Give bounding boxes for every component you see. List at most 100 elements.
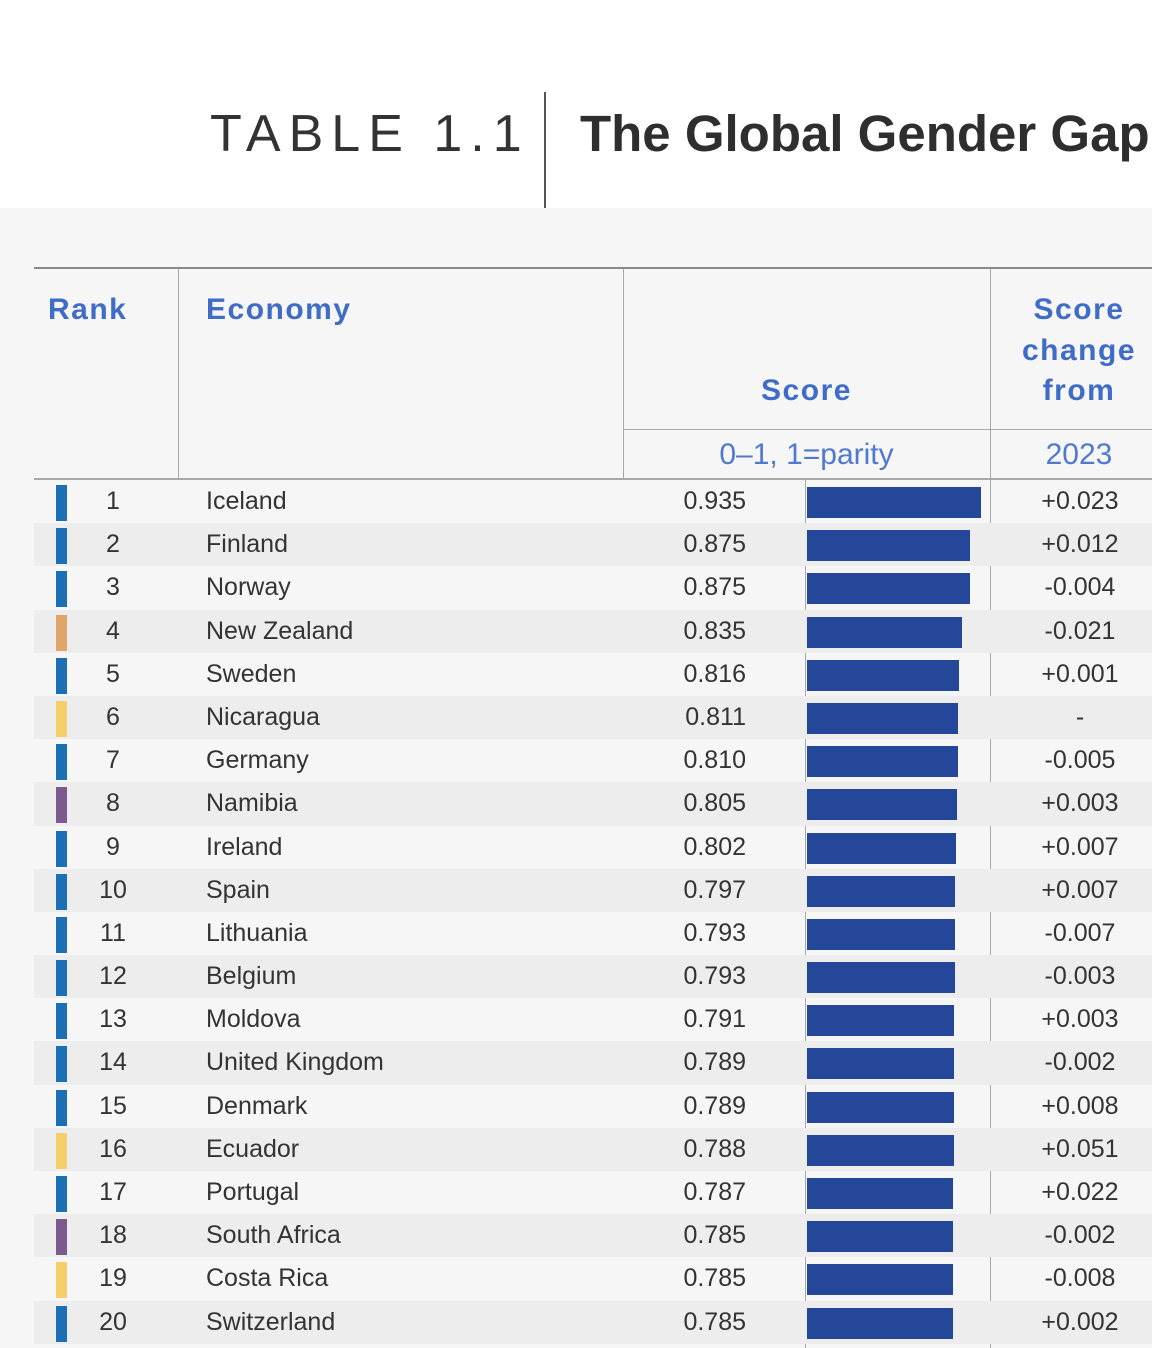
score-bar [807,659,959,691]
score-bar [807,962,955,994]
score-cell: 0.875 [683,530,746,559]
subheader-rule [623,429,1152,430]
rank-cell: 17 [99,1178,127,1206]
score-cell: 0.805 [683,789,746,818]
score-bar [807,1264,953,1296]
economy-cell: Namibia [206,789,298,818]
economy-cell: Ireland [206,832,283,861]
score-change-cell: -0.005 [1044,746,1116,775]
region-color-marker [56,1089,67,1126]
region-color-marker [56,1046,67,1083]
region-color-marker [56,1132,67,1169]
header-bottom-rule [34,478,1152,480]
score-bar [807,1221,953,1253]
title-divider [544,92,546,209]
economy-cell: Moldova [206,1005,301,1034]
score-change-cell: +0.003 [1041,789,1119,818]
table-row: 1 Iceland 0.935 +0.023 [34,480,1152,523]
table-row: 16 Ecuador 0.788 +0.051 [34,1127,1152,1171]
score-cell: 0.785 [683,1307,746,1336]
table-row: 15 Denmark 0.789 +0.008 [34,1085,1152,1128]
table-row: 6 Nicaragua 0.811 - [34,695,1152,740]
score-cell: 0.935 [683,487,746,515]
score-bar [807,702,958,734]
score-cell: 0.802 [683,832,746,861]
score-cell: 0.789 [683,1091,746,1120]
economy-cell: Lithuania [206,918,308,947]
economy-cell: Costa Rica [206,1264,329,1293]
table-row: 3 Norway 0.875 -0.004 [34,566,1152,609]
score-change-cell: +0.023 [1041,487,1119,515]
rank-cell: 19 [99,1264,127,1293]
economy-cell: Spain [206,875,270,904]
score-change-cell: -0.003 [1044,962,1116,991]
economy-cell: New Zealand [206,616,354,645]
score-bar [807,832,957,864]
score-bar [807,1091,954,1123]
region-color-marker [56,700,67,737]
score-change-cell: -0.002 [1044,1221,1116,1250]
rank-cell: 2 [106,530,120,559]
document-title: The Global Gender Gap I [580,105,1152,162]
table-body: 1 Iceland 0.935 +0.023 2 Finland 0.875 +0.012 3 N… [34,480,1152,1344]
table-row: 2 Finland 0.875 +0.012 [34,523,1152,567]
table-row: 10 Spain 0.797 +0.007 [34,868,1152,912]
region-color-marker [56,916,67,953]
score-bar [807,789,957,821]
region-color-marker [56,744,67,781]
page-header: TABLE 1.1 The Global Gender Gap I [0,0,1152,209]
score-change-cell: +0.002 [1041,1307,1119,1336]
column-header-change-line3: from [1042,374,1116,407]
score-bar [807,530,970,562]
table-row: 19 Costa Rica 0.785 -0.008 [34,1257,1152,1300]
score-cell: 0.785 [683,1264,746,1293]
economy-cell: South Africa [206,1221,341,1250]
table-row: 13 Moldova 0.791 +0.003 [34,998,1152,1041]
rank-cell: 15 [99,1091,127,1120]
region-color-marker [56,960,67,997]
economy-cell: Iceland [206,487,287,515]
economy-cell: Sweden [206,659,297,688]
header-divider-economy-score [623,269,624,478]
score-cell: 0.816 [683,659,746,688]
region-color-marker [56,528,67,565]
economy-cell: Belgium [206,962,297,991]
rank-cell: 6 [106,702,120,731]
header-divider-rank-economy [178,269,179,478]
score-cell: 0.793 [683,962,746,991]
region-color-marker [56,571,67,608]
score-bar [807,1005,955,1037]
region-color-marker [56,657,67,694]
score-bar [807,487,981,518]
score-change-cell: -0.004 [1044,573,1116,602]
score-cell: 0.835 [683,616,746,645]
column-header-change-line1: Score [1033,293,1125,326]
score-cell: 0.787 [683,1178,746,1206]
column-header-change-line2: change [1021,334,1137,367]
rank-cell: 18 [99,1221,127,1250]
score-change-cell: +0.007 [1041,875,1119,904]
score-change-cell: -0.021 [1044,616,1116,645]
score-cell: 0.797 [683,875,746,904]
table-label: TABLE 1.1 [210,105,530,163]
table-top-rule [34,267,1152,269]
score-cell: 0.811 [685,702,746,731]
table-row: 20 Switzerland 0.785 +0.002 [34,1300,1152,1344]
economy-cell: Germany [206,746,309,775]
score-cell: 0.788 [683,1134,746,1163]
score-cell: 0.875 [683,573,746,602]
score-bar [807,746,958,778]
table-row: 4 New Zealand 0.835 -0.021 [34,609,1152,653]
table-row: 9 Ireland 0.802 +0.007 [34,826,1152,869]
economy-cell: Ecuador [206,1134,300,1163]
score-bar [807,1134,954,1166]
rank-cell: 16 [99,1134,127,1163]
economy-cell: Switzerland [206,1307,336,1336]
score-bar [807,875,956,907]
score-change-cell: +0.022 [1041,1178,1119,1206]
economy-cell: Norway [206,573,291,602]
table-row: 18 South Africa 0.785 -0.002 [34,1214,1152,1258]
column-header-rank: Rank [48,293,128,326]
rank-cell: 20 [99,1307,127,1336]
region-color-marker [56,614,67,651]
